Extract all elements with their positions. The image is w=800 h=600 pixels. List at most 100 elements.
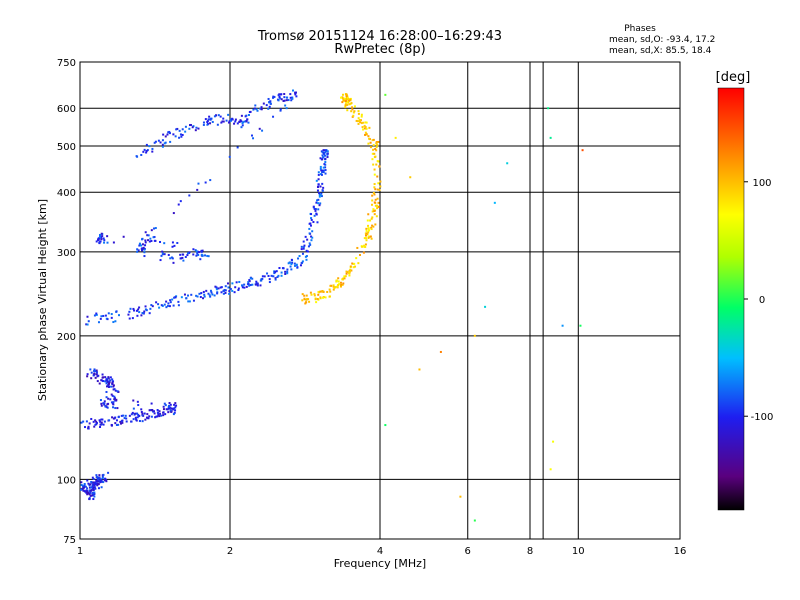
echo-point [220, 291, 223, 294]
echo-point [322, 169, 325, 172]
echo-point [100, 232, 103, 235]
echo-point [142, 247, 145, 250]
echo-point [373, 201, 376, 204]
echo-point [224, 291, 227, 294]
echo-point [290, 263, 293, 266]
echo-point [304, 255, 307, 258]
echo-point [313, 294, 316, 297]
echo-point [260, 106, 263, 109]
echo-point [260, 279, 263, 282]
echo-point [321, 189, 324, 192]
echo-point [115, 423, 118, 426]
echo-point [369, 146, 372, 149]
echo-point [132, 407, 135, 410]
echo-point [280, 271, 283, 274]
echo-point [91, 476, 94, 479]
echo-point [367, 224, 370, 227]
echo-point [337, 277, 340, 280]
echo-point [123, 417, 126, 420]
echo-point [160, 254, 163, 257]
echo-point [322, 151, 325, 154]
echo-point [286, 96, 289, 99]
echo-point [317, 178, 320, 181]
echo-point [86, 375, 89, 378]
echo-point [309, 224, 312, 227]
echo-point [143, 255, 146, 258]
echo-point [147, 239, 150, 242]
echo-point [217, 287, 220, 290]
echo-point [191, 126, 194, 129]
echo-point [120, 414, 123, 417]
y-tick-label: 100 [57, 475, 76, 486]
echo-point [161, 250, 164, 253]
echo-point [334, 286, 337, 289]
echo-point [111, 402, 114, 405]
echo-point [132, 399, 135, 402]
echo-point [167, 253, 170, 256]
echo-point [164, 404, 167, 407]
echo-point [99, 478, 102, 481]
colorbar [717, 87, 745, 511]
echo-point [378, 189, 381, 192]
echo-point [100, 480, 103, 483]
echo-point [228, 120, 231, 123]
echo-point [315, 201, 318, 204]
echo-point [95, 313, 98, 316]
echo-point [141, 412, 144, 415]
echo-point [315, 213, 318, 216]
echo-point [287, 99, 290, 102]
echo-point [356, 246, 359, 249]
echo-point [175, 295, 178, 298]
echo-point [179, 133, 182, 136]
echo-point [344, 104, 347, 107]
echo-point [197, 127, 200, 130]
echo-point [207, 255, 210, 258]
echo-point [84, 426, 87, 429]
echo-point [220, 121, 223, 124]
echo-point [358, 119, 361, 122]
echo-point [94, 376, 97, 379]
echo-point [237, 289, 240, 292]
echo-point [266, 272, 269, 275]
y-tick-label: 75 [63, 535, 76, 546]
echo-point [301, 293, 304, 296]
chart-subtitle: RwPretec (8p) [334, 42, 425, 57]
echo-point [136, 400, 139, 403]
echo-point [357, 112, 360, 115]
echo-point [319, 165, 322, 168]
echo-point [372, 225, 375, 228]
echo-point [169, 257, 172, 260]
echo-point [215, 114, 218, 117]
echo-point [324, 172, 327, 175]
echo-point [146, 149, 149, 152]
echo-point [144, 244, 147, 247]
echo-point [341, 283, 344, 286]
echo-point [181, 133, 184, 136]
echo-point [365, 229, 368, 232]
echo-point [148, 409, 151, 412]
echo-point [240, 114, 243, 117]
echo-point [280, 98, 283, 101]
echo-point [324, 149, 327, 152]
echo-point [173, 407, 176, 410]
echo-point [188, 300, 191, 303]
echo-point [110, 316, 113, 319]
echo-point [321, 169, 324, 172]
echo-point [256, 282, 259, 285]
echo-point [362, 128, 365, 131]
echo-point [104, 380, 107, 383]
echo-point [300, 245, 303, 248]
echo-point [127, 313, 130, 316]
echo-point [329, 290, 332, 293]
echo-point [374, 188, 377, 191]
echo-point [314, 209, 317, 212]
echo-point [299, 264, 302, 267]
echo-point [337, 284, 340, 287]
echo-point [179, 257, 182, 260]
echo-point [174, 409, 177, 412]
echo-point [225, 119, 228, 122]
echo-point [166, 133, 169, 136]
echo-point [104, 405, 107, 408]
echo-point [364, 126, 367, 129]
echo-point [111, 378, 114, 381]
